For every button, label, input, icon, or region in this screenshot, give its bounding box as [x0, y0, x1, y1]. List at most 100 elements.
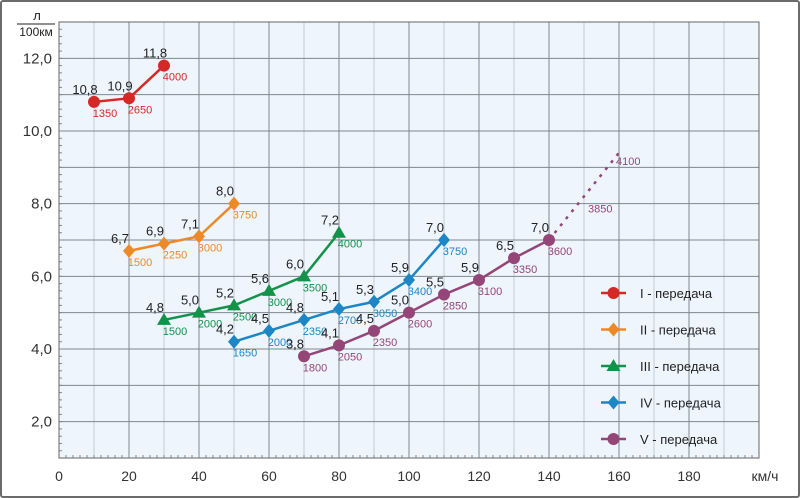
data-point [193, 229, 205, 244]
data-point [88, 95, 100, 108]
rpm-label: 1800 [303, 362, 327, 374]
data-point [438, 233, 450, 247]
legend-label: V - передача [640, 432, 718, 447]
legend-marker [606, 359, 621, 371]
y-tick-label: 4,0 [31, 341, 52, 358]
data-point [158, 236, 170, 251]
value-label: 5,9 [461, 260, 479, 275]
value-label: 6,0 [286, 256, 304, 271]
rpm-label: 1500 [163, 326, 187, 338]
value-label: 5,0 [181, 293, 199, 308]
plot-border [58, 21, 760, 459]
rpm-label: 3500 [303, 282, 327, 294]
legend-label: IV - передача [640, 396, 722, 411]
data-point [262, 283, 276, 296]
rpm-label: 4000 [163, 72, 187, 84]
data-point [228, 334, 240, 349]
rpm-label: 3750 [233, 210, 257, 222]
legend-marker [607, 395, 620, 410]
y-tick-label: 6,0 [31, 268, 52, 285]
x-tick-label: 60 [261, 468, 277, 484]
value-label: 4,1 [321, 325, 339, 340]
rpm-label: 1650 [233, 348, 257, 360]
rpm-label: 2600 [408, 319, 432, 331]
legend-marker [607, 287, 620, 299]
extrapolation-rpm-label: 3850 [588, 203, 612, 215]
value-label: 4,2 [216, 322, 234, 337]
value-label: 10,8 [72, 82, 97, 97]
x-tick-label: 180 [677, 468, 701, 484]
x-tick-label: 140 [537, 468, 561, 484]
rpm-label: 3600 [548, 246, 572, 258]
data-point [263, 323, 275, 338]
data-point [508, 252, 520, 265]
value-label: 5,2 [216, 285, 234, 300]
rpm-label: 3100 [478, 286, 502, 298]
legend-label: II - передача [640, 323, 717, 338]
x-tick-label: 160 [607, 468, 631, 484]
rpm-label: 2500 [233, 311, 257, 323]
y-axis-label-top: л [33, 8, 41, 23]
data-point [123, 92, 135, 105]
rpm-label: 3000 [268, 297, 292, 309]
rpm-label: 3050 [373, 308, 397, 320]
series-5: 3850 4100 3,8 1800 4,1 2050 4,5 2350 5,0 2600 5,5 2… [286, 152, 640, 374]
y-tick-label: 10,0 [23, 123, 52, 140]
x-tick-label: 120 [467, 468, 491, 484]
value-label: 5,5 [426, 275, 444, 290]
rpm-label: 2350 [373, 337, 397, 349]
rpm-label: 2650 [128, 104, 152, 116]
data-point [368, 294, 380, 309]
legend: I - передача II - передача III - передача I… [601, 286, 722, 447]
rpm-label: 2350 [303, 326, 327, 338]
data-point [543, 234, 555, 246]
y-tick-label: 2,0 [31, 414, 52, 431]
data-point [332, 225, 346, 238]
value-label: 7,0 [531, 220, 549, 235]
legend-marker [607, 433, 620, 445]
x-axis-label: км/ч [752, 468, 779, 484]
rpm-label: 4000 [338, 239, 362, 251]
rpm-label: 1500 [128, 257, 152, 269]
data-point [298, 312, 310, 327]
data-point [333, 302, 345, 317]
data-point [157, 312, 171, 325]
value-label: 7,0 [426, 220, 444, 235]
value-label: 4,5 [356, 311, 374, 326]
series-extrapolation-line [548, 152, 620, 241]
data-point [297, 269, 311, 282]
rpm-label: 2050 [338, 351, 362, 363]
data-point [192, 305, 206, 318]
x-tick-label: 20 [121, 468, 137, 484]
series-3: 4,8 1500 5,0 2000 5,2 2500 5,6 3000 6,0 3500 7,2 40… [146, 213, 362, 338]
series-line [163, 231, 340, 322]
data-point [228, 196, 240, 211]
legend-label: I - передача [640, 286, 713, 301]
value-label: 4,5 [251, 311, 269, 326]
legend-marker [607, 322, 620, 337]
series-line [303, 238, 550, 358]
series-2: 6,7 1500 6,9 2250 7,1 3000 8,0 3750 [111, 184, 257, 269]
value-label: 5,6 [251, 271, 269, 286]
value-label: 6,9 [146, 224, 164, 239]
value-label: 5,9 [391, 260, 409, 275]
y-tick-label: 12,0 [23, 50, 52, 67]
value-label: 7,2 [321, 213, 339, 228]
value-label: 5,1 [321, 289, 339, 304]
rpm-label: 2000 [198, 319, 222, 331]
rpm-label: 2250 [163, 250, 187, 262]
rpm-label: 2700 [338, 315, 362, 327]
data-point [227, 298, 241, 311]
value-label: 11,8 [143, 46, 167, 61]
series-4: 4,2 1650 4,5 2000 4,8 2350 5,1 2700 5,3 3050 5,9 34… [216, 220, 467, 360]
value-label: 8,0 [216, 184, 234, 199]
rpm-label: 3400 [408, 286, 432, 298]
x-tick-label: 40 [191, 468, 207, 484]
data-point [368, 324, 380, 337]
value-label: 7,1 [181, 216, 199, 231]
rpm-label: 2000 [268, 337, 292, 349]
rpm-label: 2850 [443, 301, 467, 313]
value-label: 4,8 [286, 300, 304, 315]
x-tick-label: 0 [55, 468, 63, 484]
